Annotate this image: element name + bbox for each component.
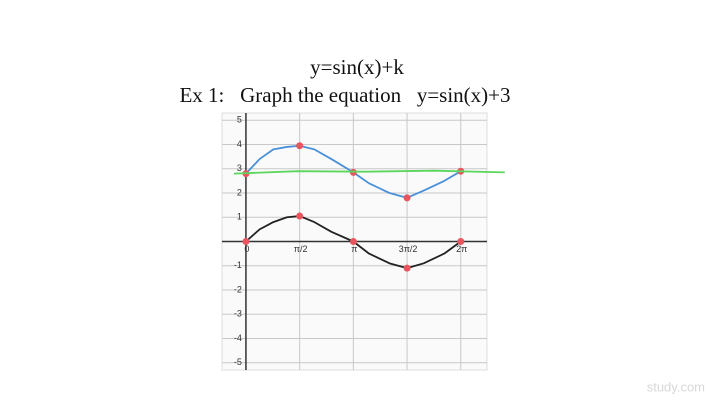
y-tick-label: -5 (234, 357, 242, 367)
y-tick-label: -4 (234, 333, 242, 343)
chart-title: y=sin(x)+k (310, 55, 404, 79)
y-tick-label: 4 (237, 139, 242, 149)
y-tick-label: -1 (234, 260, 242, 270)
y-tick-label: 3 (237, 163, 242, 173)
point-marker (403, 264, 411, 272)
x-tick-label: π/2 (294, 244, 308, 254)
watermark: study.com (647, 379, 705, 394)
point-marker (403, 194, 411, 202)
y-tick-label: -2 (234, 284, 242, 294)
point-marker (296, 212, 304, 220)
point-marker (349, 238, 357, 245)
point-marker (457, 238, 465, 245)
y-tick-label: 2 (237, 187, 242, 197)
y-tick-label: 5 (237, 115, 242, 125)
y-tick-label: -3 (234, 309, 242, 319)
point-marker (296, 142, 304, 150)
line (245, 144, 462, 199)
line (233, 169, 505, 175)
x-tick-label: 0 (244, 244, 249, 254)
x-tick-label: 2π (456, 244, 467, 254)
x-tick-label: π (351, 244, 357, 254)
line (245, 215, 462, 270)
x-tick-label: 3π/2 (399, 244, 418, 254)
point-marker (242, 238, 250, 245)
y-tick-label: 1 (237, 212, 242, 222)
chart-subtitle: Ex 1: Graph the equation y=sin(x)+3 (179, 83, 510, 107)
